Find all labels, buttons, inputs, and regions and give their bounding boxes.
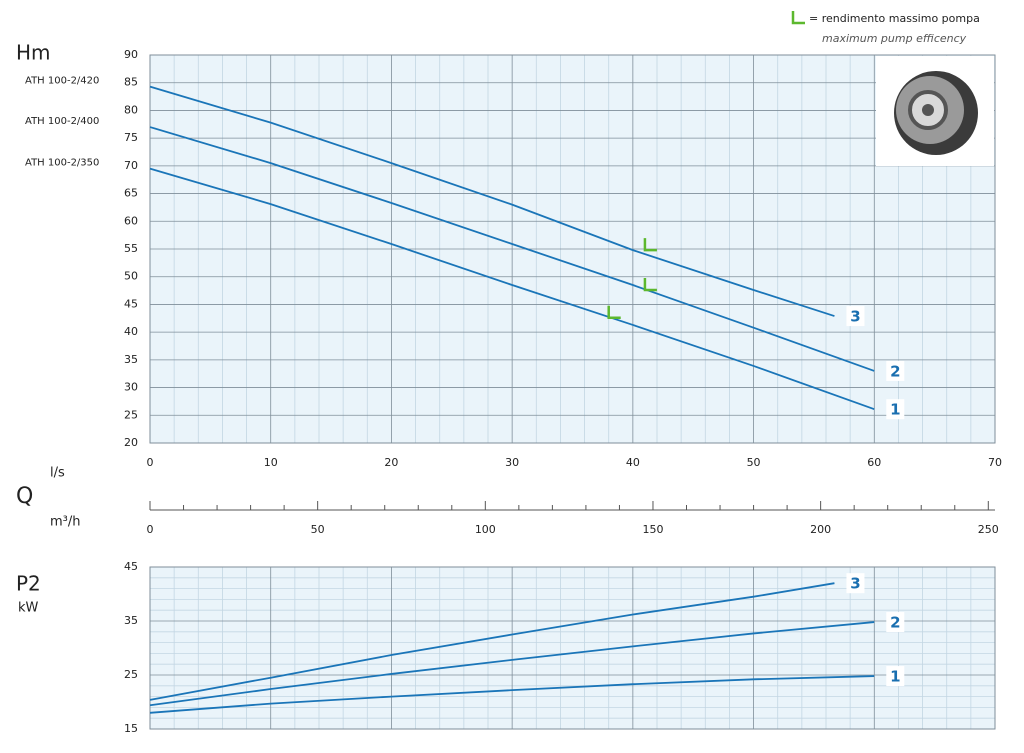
flow-unit: m³/h bbox=[50, 515, 81, 530]
x-tick-label: 0 bbox=[147, 456, 154, 469]
y-tick-label: 85 bbox=[124, 76, 138, 89]
y-axis-label: Hm bbox=[16, 41, 51, 65]
y-tick-label: 30 bbox=[124, 381, 138, 394]
curve bbox=[149, 85, 835, 317]
flow-tick-label: 0 bbox=[147, 523, 154, 536]
plot-border bbox=[149, 566, 996, 730]
curve-label-bg bbox=[886, 399, 905, 420]
y-tick-label: 20 bbox=[124, 436, 138, 449]
curve-label-bg bbox=[846, 573, 865, 594]
flow-tick-label: 150 bbox=[642, 523, 663, 536]
flow-tick-label: 50 bbox=[311, 523, 325, 536]
curve-label: 2 bbox=[890, 362, 900, 380]
flow-tick-label: 250 bbox=[978, 523, 999, 536]
y-tick-label: 75 bbox=[124, 131, 138, 144]
curve bbox=[149, 167, 875, 411]
impeller bbox=[922, 104, 934, 116]
curve bbox=[149, 621, 875, 707]
x-axis-unit: l/s bbox=[50, 466, 65, 481]
curve-label-bg bbox=[886, 360, 905, 381]
curve-label: 1 bbox=[890, 668, 900, 686]
x-tick-label: 30 bbox=[505, 456, 519, 469]
x-tick-label: 20 bbox=[384, 456, 398, 469]
y-tick-label: 50 bbox=[124, 270, 138, 283]
curve-label: 3 bbox=[850, 308, 860, 326]
plot-area bbox=[150, 567, 995, 729]
y-tick-label: 80 bbox=[124, 103, 138, 116]
curve-label-bg bbox=[886, 612, 905, 633]
x-tick-label: 10 bbox=[264, 456, 278, 469]
efficiency-marker bbox=[643, 238, 657, 252]
model-label: ATH 100-2/350 bbox=[25, 158, 99, 169]
model-label: ATH 100-2/420 bbox=[25, 76, 99, 87]
curve bbox=[149, 126, 875, 372]
curve-label: 2 bbox=[890, 614, 900, 632]
x-tick-label: 40 bbox=[626, 456, 640, 469]
curve-label-bg bbox=[846, 306, 865, 327]
plot-border bbox=[149, 54, 996, 444]
y-tick-label: 90 bbox=[124, 48, 138, 61]
y-axis-label: P2 bbox=[16, 572, 41, 596]
x-tick-label: 70 bbox=[988, 456, 1002, 469]
curve bbox=[149, 582, 835, 701]
x-tick-label: 50 bbox=[747, 456, 761, 469]
efficiency-marker bbox=[607, 305, 621, 319]
legend-subtext: maximum pump efficency bbox=[822, 32, 967, 45]
flow-tick-label: 100 bbox=[475, 523, 496, 536]
y-tick-label: 45 bbox=[124, 297, 138, 310]
y-tick-label: 45 bbox=[124, 560, 138, 573]
curve-label: 3 bbox=[850, 575, 860, 593]
curve bbox=[149, 675, 875, 714]
flow-tick-label: 200 bbox=[810, 523, 831, 536]
y-tick-label: 25 bbox=[124, 668, 138, 681]
flow-label: Q bbox=[16, 484, 33, 509]
model-label: ATH 100-2/400 bbox=[25, 116, 99, 127]
curve-label: 1 bbox=[890, 401, 900, 419]
efficiency-marker bbox=[643, 278, 657, 292]
y-tick-label: 55 bbox=[124, 242, 138, 255]
y-tick-label: 60 bbox=[124, 214, 138, 227]
y-tick-label: 25 bbox=[124, 408, 138, 421]
y-tick-label: 35 bbox=[124, 614, 138, 627]
y-tick-label: 40 bbox=[124, 325, 138, 338]
legend-marker bbox=[791, 11, 805, 25]
y-tick-label: 70 bbox=[124, 159, 138, 172]
y-tick-label: 35 bbox=[124, 353, 138, 366]
y-axis-unit: kW bbox=[18, 601, 39, 616]
curve-label-bg bbox=[886, 666, 905, 687]
y-tick-label: 65 bbox=[124, 187, 138, 200]
y-tick-label: 15 bbox=[124, 722, 138, 735]
legend-text: = rendimento massimo pompa bbox=[809, 12, 980, 25]
x-tick-label: 60 bbox=[867, 456, 881, 469]
